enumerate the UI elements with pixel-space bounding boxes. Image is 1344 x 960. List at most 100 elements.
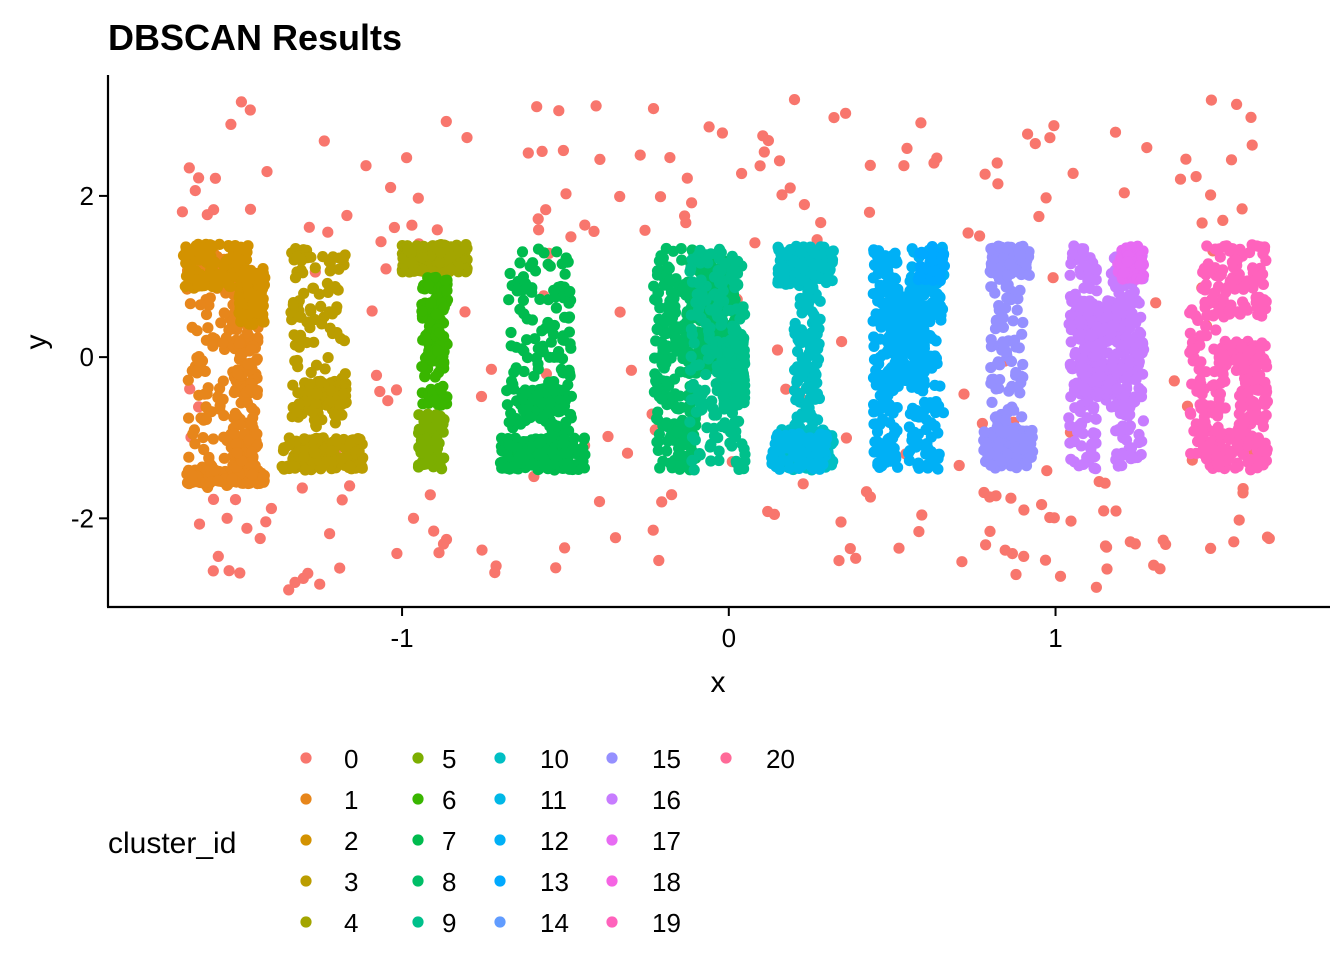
data-point <box>1105 327 1117 339</box>
data-point <box>713 445 725 457</box>
data-point <box>434 327 446 339</box>
data-point <box>186 321 198 333</box>
data-point <box>1068 240 1080 252</box>
data-point <box>1090 263 1102 275</box>
data-point <box>1090 343 1102 356</box>
data-point <box>417 252 429 264</box>
data-point <box>183 263 195 275</box>
data-point <box>222 240 234 252</box>
data-point <box>1068 384 1081 396</box>
data-point <box>703 121 715 133</box>
data-point <box>648 386 661 398</box>
data-point <box>226 473 238 485</box>
data-point <box>1133 356 1145 368</box>
data-point <box>650 335 662 347</box>
data-point <box>1101 563 1113 575</box>
data-point <box>906 370 918 382</box>
data-point <box>1168 375 1180 387</box>
data-point <box>360 160 372 172</box>
data-point <box>935 314 947 326</box>
data-point <box>1013 342 1025 354</box>
data-point <box>1090 274 1102 286</box>
data-point <box>680 217 692 229</box>
data-point <box>797 363 809 375</box>
data-point <box>795 444 807 456</box>
data-point <box>445 264 457 276</box>
data-point <box>341 209 353 222</box>
data-point <box>652 406 664 418</box>
data-point <box>664 457 676 469</box>
data-point <box>659 344 671 356</box>
chart-title: DBSCAN Results <box>108 17 402 58</box>
data-point <box>702 353 715 365</box>
data-point <box>956 556 968 568</box>
data-point <box>1122 317 1135 329</box>
data-point <box>1190 171 1202 183</box>
data-point <box>1116 362 1128 375</box>
cluster-7-points <box>494 243 591 476</box>
data-point <box>261 166 273 178</box>
data-point <box>230 409 242 421</box>
data-point <box>974 230 986 242</box>
data-point <box>712 432 724 444</box>
data-point <box>677 282 689 294</box>
data-point <box>654 191 667 203</box>
data-point <box>533 224 545 236</box>
data-point <box>1246 139 1258 151</box>
data-point <box>179 280 191 292</box>
data-point <box>1017 316 1029 329</box>
data-point <box>1087 403 1100 415</box>
data-point <box>805 327 817 339</box>
cluster-17-points <box>1112 240 1150 285</box>
data-point <box>221 512 233 524</box>
data-point <box>401 152 413 164</box>
data-point <box>1014 387 1026 399</box>
data-point <box>520 283 532 295</box>
data-point <box>668 292 680 304</box>
data-point <box>953 459 965 472</box>
data-point <box>517 294 530 306</box>
data-point <box>289 576 301 589</box>
data-point <box>315 463 327 475</box>
data-point <box>654 302 666 314</box>
data-point <box>183 451 195 463</box>
data-point <box>926 459 938 471</box>
data-point <box>388 221 400 234</box>
data-point <box>1065 453 1077 465</box>
data-point <box>686 454 699 466</box>
data-point <box>558 334 570 346</box>
data-point <box>303 317 315 329</box>
data-point <box>311 388 323 400</box>
data-point <box>243 434 255 446</box>
data-point <box>669 301 681 313</box>
cluster-13-points <box>912 241 951 286</box>
data-point <box>1090 463 1102 475</box>
data-point <box>647 524 659 536</box>
data-point <box>422 279 435 291</box>
data-point <box>563 297 575 309</box>
data-point <box>315 300 327 312</box>
data-point <box>563 364 575 376</box>
data-point <box>1067 167 1079 179</box>
data-point <box>588 225 600 237</box>
data-point <box>1090 428 1102 440</box>
data-point <box>818 262 830 274</box>
data-point <box>906 380 918 392</box>
data-point <box>391 547 403 560</box>
data-point <box>317 251 329 263</box>
data-point <box>660 417 673 429</box>
data-point <box>382 395 394 407</box>
data-point <box>415 438 427 450</box>
data-point <box>1016 328 1028 340</box>
data-point <box>985 281 997 293</box>
data-point <box>234 350 246 362</box>
data-point <box>884 417 896 429</box>
data-point <box>1002 270 1014 282</box>
data-point <box>717 367 729 379</box>
data-point <box>531 101 543 113</box>
data-point <box>366 305 378 317</box>
data-point <box>1017 240 1029 252</box>
data-point <box>438 357 450 369</box>
data-point <box>257 471 269 483</box>
data-point <box>245 344 257 356</box>
